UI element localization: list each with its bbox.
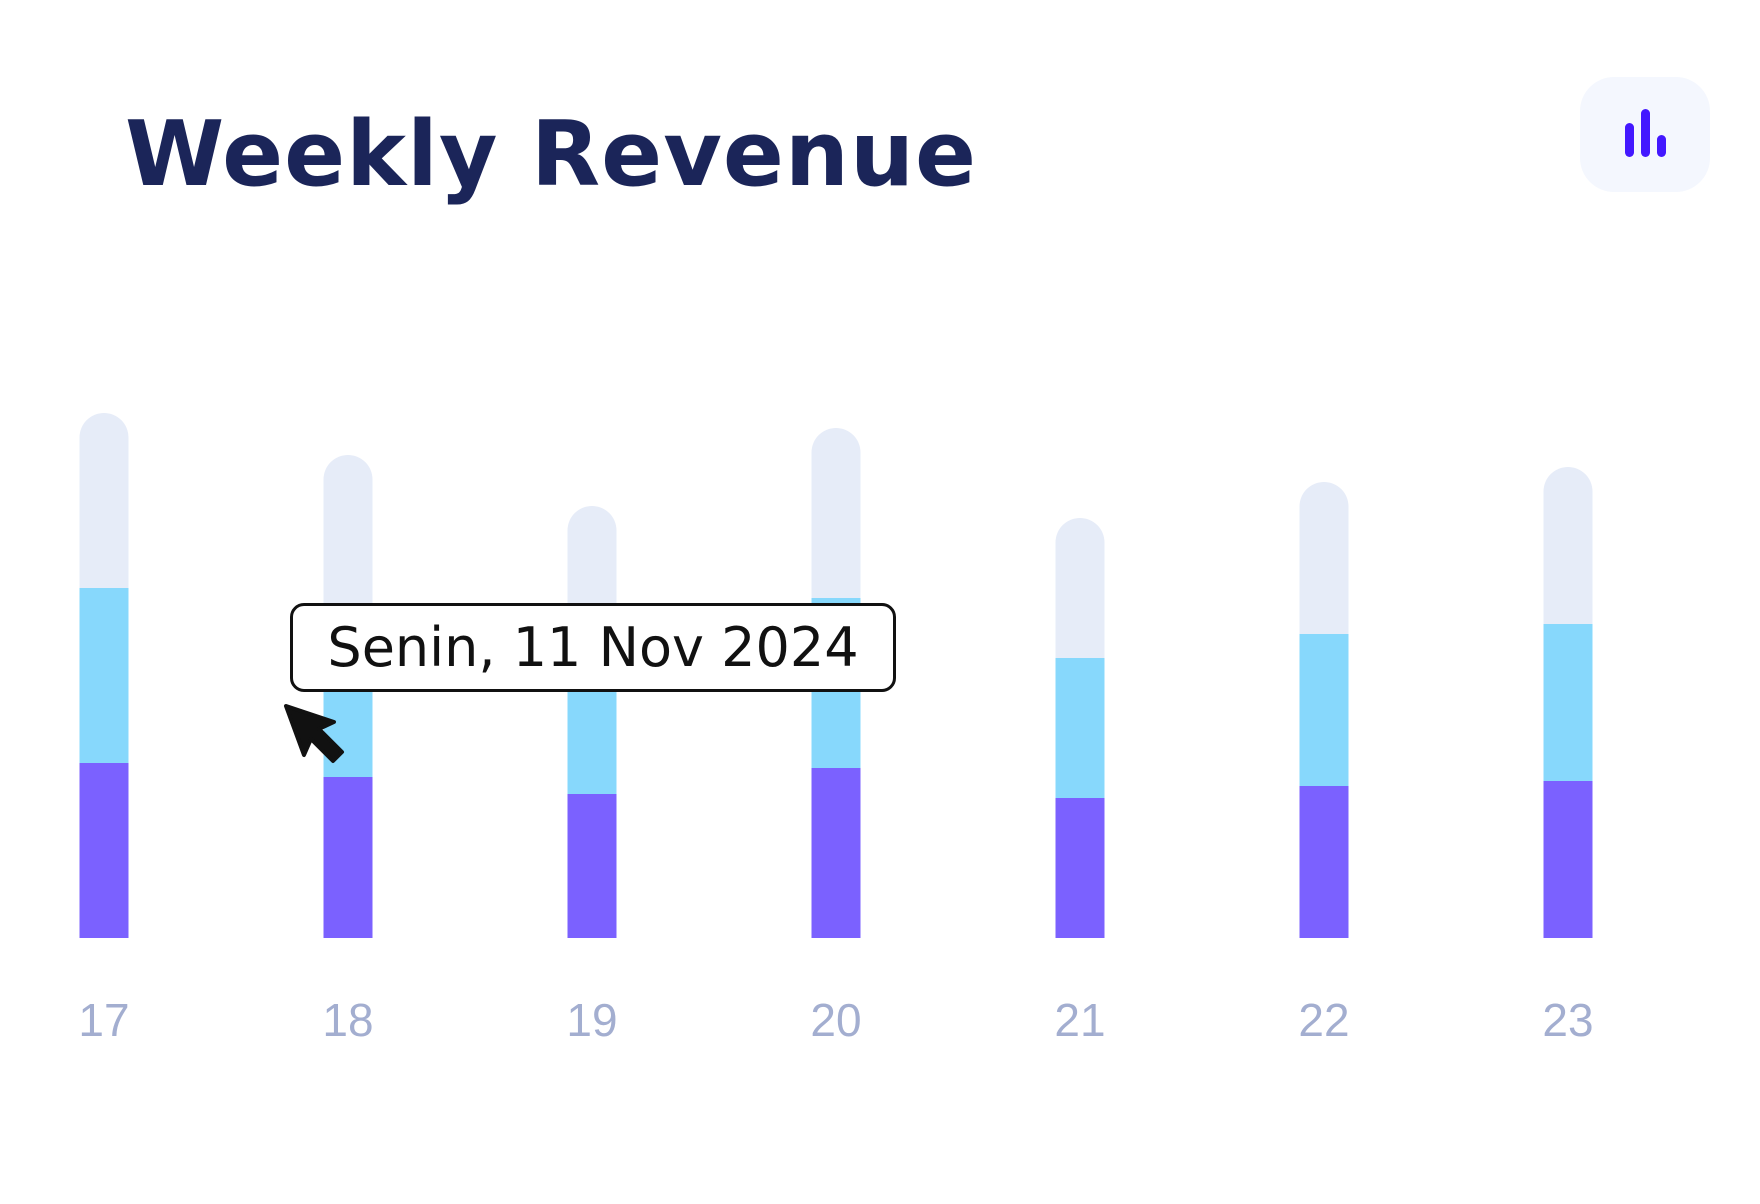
- bar-segment-23-s1[interactable]: [1543, 781, 1593, 938]
- bar-segment-17-s2[interactable]: [79, 588, 129, 763]
- x-tick-label: 22: [1298, 994, 1349, 1046]
- bar-segment-21-s2[interactable]: [1055, 658, 1105, 798]
- bar-segment-23-s2[interactable]: [1543, 624, 1593, 781]
- bar-segment-18-s3[interactable]: [323, 455, 373, 616]
- date-tooltip: Senin, 11 Nov 2024: [290, 603, 896, 692]
- bar-chart-icon: [1625, 108, 1666, 157]
- chart-options-button[interactable]: [1580, 77, 1710, 192]
- x-tick-label: 19: [566, 994, 617, 1046]
- bar-segment-22-s3[interactable]: [1299, 482, 1349, 634]
- x-tick-label: 18: [322, 994, 373, 1046]
- bar-segment-20-s1[interactable]: [811, 768, 861, 938]
- bar-segment-20-s3[interactable]: [811, 427, 861, 598]
- page-title: Weekly Revenue: [125, 102, 978, 207]
- bar-segment-17-s1[interactable]: [79, 763, 129, 938]
- bar-segment-22-s2[interactable]: [1299, 634, 1349, 786]
- mouse-pointer-icon: [284, 704, 344, 763]
- bar-segment-21-s3[interactable]: [1055, 518, 1105, 658]
- bar-segment-22-s1[interactable]: [1299, 786, 1349, 938]
- x-tick-label: 23: [1542, 994, 1593, 1046]
- bar-segment-17-s3[interactable]: [79, 413, 129, 588]
- bar-segment-19-s1[interactable]: [567, 794, 617, 938]
- x-tick-label: 21: [1054, 994, 1105, 1046]
- bar-segment-18-s1[interactable]: [323, 777, 373, 938]
- x-tick-label: 20: [810, 994, 861, 1046]
- bar-segment-23-s3[interactable]: [1543, 467, 1593, 624]
- bar-segment-21-s1[interactable]: [1055, 798, 1105, 938]
- x-tick-label: 17: [78, 994, 129, 1046]
